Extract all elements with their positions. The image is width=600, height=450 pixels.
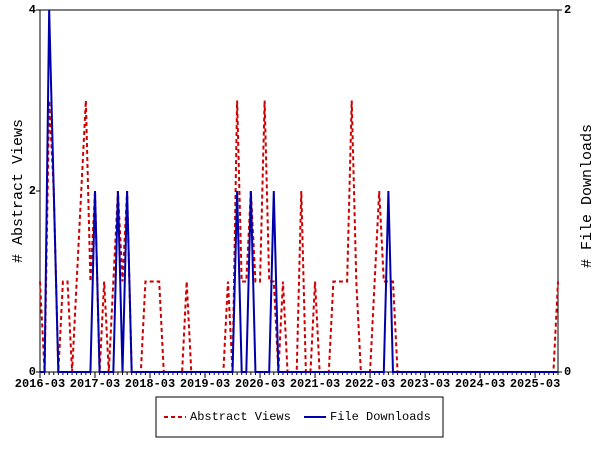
legend-box [155, 396, 444, 438]
y2-tick-label: 2 [564, 3, 571, 17]
y2-axis-title: # File Downloads [579, 124, 596, 268]
x-tick-label: 2022-03 [345, 377, 395, 391]
x-tick-label: 2019-03 [180, 377, 230, 391]
x-tick-label: 2021-03 [290, 377, 340, 391]
x-tick-label: 2025-03 [510, 377, 560, 391]
y-tick-label: 4 [29, 3, 36, 17]
x-tick-label: 2024-03 [455, 377, 505, 391]
x-tick-label: 2017-03 [70, 377, 120, 391]
x-tick-label: 2020-03 [235, 377, 285, 391]
x-tick-label: 2023-03 [400, 377, 450, 391]
y2-tick-label: 0 [564, 365, 571, 379]
legend-label: File Downloads [330, 410, 431, 424]
x-tick-label: 2016-03 [15, 377, 65, 391]
y-tick-label: 2 [29, 184, 36, 198]
x-tick-label: 2018-03 [125, 377, 175, 391]
y-axis-title: # Abstract Views [10, 119, 27, 263]
y-tick-label: 0 [29, 365, 36, 379]
series-line [40, 9, 558, 373]
legend-label: Abstract Views [190, 410, 291, 424]
